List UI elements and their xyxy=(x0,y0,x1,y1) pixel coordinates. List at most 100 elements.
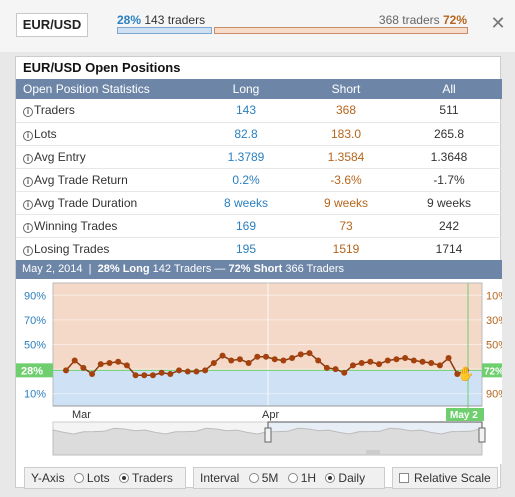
data-point xyxy=(402,355,409,362)
yaxis-lots-label[interactable]: Lots xyxy=(86,471,110,485)
chart-header: May 2, 2014 | 28% Long 142 Traders — 72%… xyxy=(16,260,502,279)
stats-row: i Winning Trades 169 73 242 xyxy=(16,214,502,238)
right-marker-badge xyxy=(482,363,502,378)
col-header-long: Long xyxy=(196,79,296,99)
y-tick-left: 50% xyxy=(24,340,46,352)
long-traders-count: 143 traders xyxy=(144,13,206,27)
relative-scale-control[interactable]: Relative Scale xyxy=(392,467,498,489)
interval-5m-radio[interactable] xyxy=(248,473,259,483)
y-tick-right: 50% xyxy=(486,340,502,352)
data-point xyxy=(358,359,365,366)
info-icon[interactable]: i xyxy=(23,130,33,141)
data-point xyxy=(367,358,374,365)
stats-cell-long: 0.2% xyxy=(196,168,296,192)
hand-cursor-icon: ✋ xyxy=(457,365,474,382)
stats-cell-long: 195 xyxy=(196,237,296,261)
yaxis-traders-label[interactable]: Traders xyxy=(131,471,173,485)
interval-daily-label[interactable]: Daily xyxy=(338,471,366,485)
info-icon[interactable]: i xyxy=(23,176,33,187)
yaxis-control: Y-Axis Lots Traders xyxy=(24,467,186,489)
data-point xyxy=(89,371,96,378)
y-tick-left: 10% xyxy=(24,389,46,401)
info-icon[interactable]: i xyxy=(23,107,33,118)
stats-cell-short: 9 weeks xyxy=(296,191,396,215)
data-point xyxy=(463,367,469,374)
currency-pair-label: EUR/USD xyxy=(16,13,88,37)
left-marker-badge xyxy=(16,363,53,378)
chart-date: May 2, 2014 xyxy=(22,263,83,275)
chart-long-text: 28% Long xyxy=(97,263,150,275)
info-icon[interactable]: i xyxy=(23,222,33,233)
stats-cell-all: 1714 xyxy=(396,237,502,261)
stats-row-name: Winning Trades xyxy=(34,218,118,233)
data-point xyxy=(376,361,383,368)
col-header-all: All xyxy=(396,79,502,99)
interval-5m-label[interactable]: 5M xyxy=(261,471,279,485)
navigator-scroll-grip[interactable] xyxy=(366,450,380,455)
chart-short-text: 72% Short xyxy=(228,263,283,275)
stats-row-label: i Avg Trade Duration xyxy=(16,191,196,215)
stats-cell-long: 82.8 xyxy=(196,122,296,146)
data-point xyxy=(63,367,69,374)
stats-row-label: i Avg Trade Return xyxy=(16,168,196,192)
yaxis-lots-radio[interactable] xyxy=(73,473,84,483)
stats-cell-all: -1.7% xyxy=(396,168,502,192)
data-point xyxy=(289,355,296,362)
data-point xyxy=(115,358,122,365)
col-header-short: Short xyxy=(296,79,396,99)
info-icon[interactable]: i xyxy=(23,245,33,256)
stats-cell-long: 169 xyxy=(196,214,296,238)
y-tick-left: 90% xyxy=(24,290,46,302)
data-point xyxy=(445,355,452,362)
data-point xyxy=(210,359,217,366)
stats-cell-all: 242 xyxy=(396,214,502,238)
data-point xyxy=(219,352,226,359)
stats-cell-short: -3.6% xyxy=(296,168,396,192)
current-date-badge xyxy=(446,408,484,421)
short-traders-count: 368 traders xyxy=(378,13,440,27)
current-date-label: May 2 xyxy=(450,410,478,421)
stats-cell-all: 1.3648 xyxy=(396,145,502,169)
yaxis-traders-radio[interactable] xyxy=(118,473,129,483)
stats-cell-long: 1.3789 xyxy=(196,145,296,169)
data-point xyxy=(184,368,191,375)
stats-table: Open Position Statistics Long Short All … xyxy=(16,79,502,261)
close-icon[interactable]: ✕ xyxy=(490,13,506,33)
data-point xyxy=(306,350,313,357)
relative-scale-checkbox[interactable] xyxy=(399,473,409,483)
info-icon[interactable]: i xyxy=(23,153,33,164)
navigator-handle-right[interactable] xyxy=(478,427,486,443)
stats-row-label: i Losing Trades xyxy=(16,237,196,261)
y-tick-right: 30% xyxy=(486,315,502,327)
data-point xyxy=(71,357,78,364)
navigator-handle-left[interactable] xyxy=(264,427,272,443)
data-point xyxy=(428,359,435,366)
data-point xyxy=(419,358,426,365)
data-point xyxy=(410,357,417,364)
sentiment-chart[interactable]: 90% 70% 50% 10% 10% 30% 50% 90% 28% 72% ✋ Mar Apr May… xyxy=(16,279,502,464)
short-ratio-bar xyxy=(214,27,468,34)
stats-row: i Traders 143 368 511 xyxy=(16,99,502,123)
stats-row-name: Avg Trade Return xyxy=(34,172,128,187)
relative-scale-label[interactable]: Relative Scale xyxy=(414,471,491,485)
info-icon[interactable]: i xyxy=(23,199,33,210)
interval-1h-label[interactable]: 1H xyxy=(300,471,317,485)
chart-dash: — xyxy=(214,263,226,275)
interval-control: Interval 5M 1H Daily xyxy=(193,467,385,489)
data-point xyxy=(193,368,200,375)
x-tick-label: Apr xyxy=(262,409,279,421)
data-point xyxy=(436,362,443,369)
y-tick-left: 70% xyxy=(24,315,46,327)
stats-cell-short: 1.3584 xyxy=(296,145,396,169)
interval-daily-radio[interactable] xyxy=(325,473,336,483)
data-point xyxy=(149,372,156,379)
data-point xyxy=(106,359,113,366)
left-marker-label: 28% xyxy=(21,365,43,377)
data-point xyxy=(141,372,148,379)
interval-1h-radio[interactable] xyxy=(287,473,298,483)
data-point xyxy=(132,372,139,379)
stats-cell-short: 183.0 xyxy=(296,122,396,146)
data-point xyxy=(80,364,87,371)
x-tick-label: Mar xyxy=(72,409,91,421)
data-point xyxy=(167,371,174,378)
